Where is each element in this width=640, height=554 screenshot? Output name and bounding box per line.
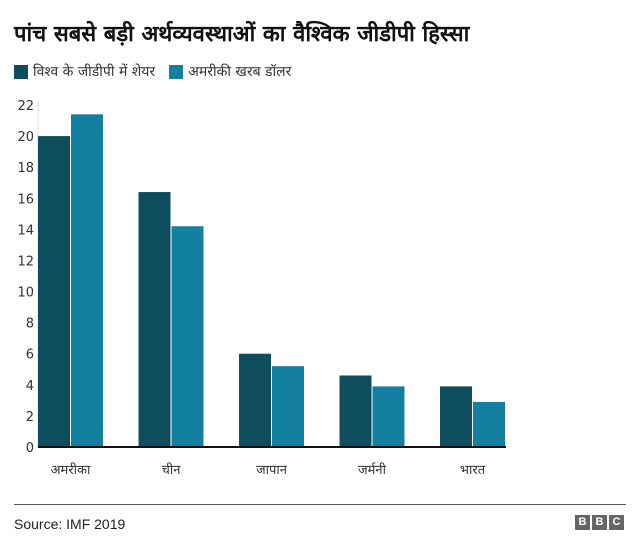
bar-usd	[372, 386, 405, 447]
y-tick-label: 18	[17, 161, 34, 176]
x-tick-label: चीन	[162, 462, 182, 478]
y-tick-label: 0	[26, 441, 34, 456]
legend-swatch-share	[14, 64, 28, 79]
bar-share	[440, 386, 472, 447]
y-tick-label: 16	[17, 192, 34, 207]
source-text: Source: IMF 2019	[14, 516, 126, 532]
bbc-logo-letter: B	[592, 515, 607, 530]
y-tick-label: 10	[17, 286, 34, 301]
legend-swatch-usd	[169, 64, 184, 79]
bbc-logo-letter: C	[609, 515, 624, 530]
bar-share	[239, 353, 271, 447]
y-tick-label: 22	[17, 99, 34, 114]
bar-share	[38, 136, 70, 447]
x-tick-label: अमरीका	[51, 462, 91, 478]
y-tick-label: 8	[26, 317, 34, 332]
y-tick-label: 6	[26, 348, 34, 363]
bar-usd	[272, 366, 304, 447]
y-tick-label: 2	[26, 410, 34, 425]
bar-share	[138, 192, 171, 447]
y-tick-label: 14	[17, 223, 34, 238]
bar-plot: 0 2 4 6 8 10 12 14 16 18 20 22 अमरीका चीन जापान जर्मनी भ…	[17, 99, 506, 478]
legend-label-share: विश्व के जीडीपी में शेयर	[33, 64, 156, 80]
bar-usd	[171, 226, 204, 447]
y-tick-label: 20	[17, 130, 34, 145]
x-tick-label: जर्मनी	[358, 462, 387, 478]
x-tick-label: जापान	[256, 463, 288, 478]
chart-title: पांच सबसे बड़ी अर्थव्यवस्थाओं का वैश्विक…	[14, 22, 470, 47]
legend: विश्व के जीडीपी में शेयर अमरीकी खरब डॉलर	[14, 62, 305, 81]
x-tick-label: भारत	[460, 463, 486, 478]
bbc-logo-letter: B	[575, 515, 590, 530]
bar-usd	[473, 401, 505, 447]
legend-label-usd: अमरीकी खरब डॉलर	[188, 64, 292, 80]
y-tick-label: 4	[26, 379, 34, 394]
footer-divider	[14, 504, 626, 505]
bar-usd	[71, 114, 103, 447]
y-tick-label: 12	[17, 254, 34, 269]
bar-share	[339, 375, 372, 447]
